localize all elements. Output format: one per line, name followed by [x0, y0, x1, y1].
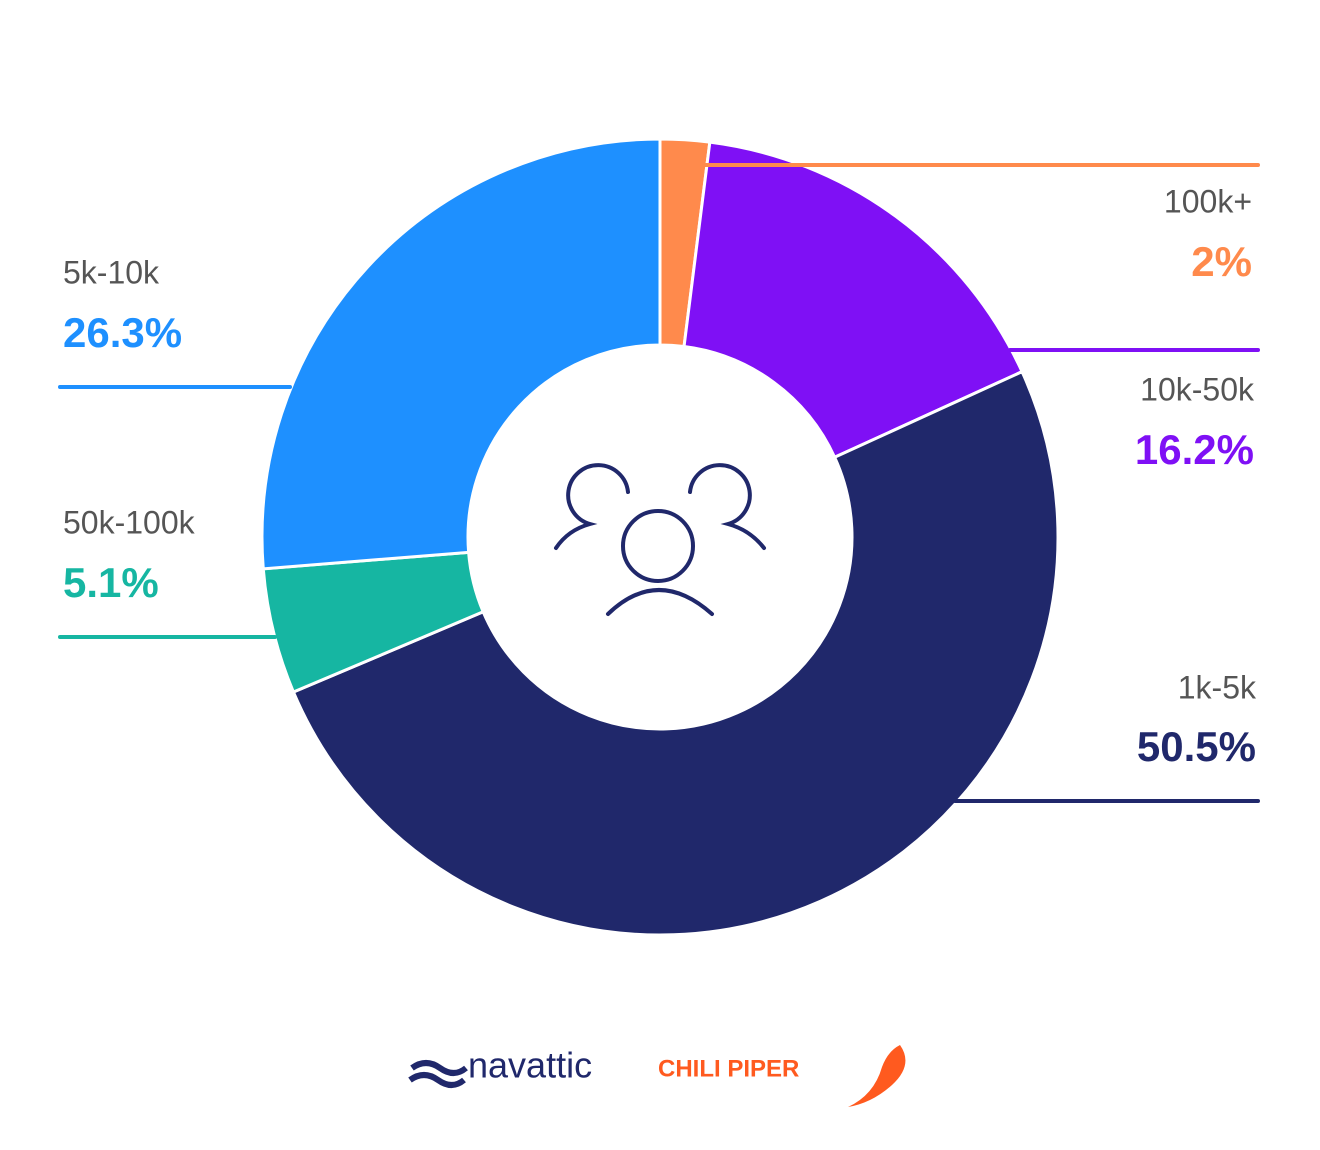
navattic-icon [408, 1060, 468, 1088]
value-label: 2% [1191, 238, 1252, 285]
value-label: 50.5% [1137, 723, 1256, 770]
value-label: 16.2% [1135, 426, 1254, 473]
navattic-logo: navattic [468, 1045, 592, 1086]
slice [291, 369, 1060, 937]
category-label: 10k-50k [1140, 371, 1255, 407]
people-icon [554, 463, 766, 616]
value-label: 26.3% [63, 309, 182, 356]
value-label: 5.1% [63, 559, 159, 606]
chili-piper-logo: CHILI PIPER [658, 1055, 799, 1082]
chili-icon [848, 1045, 906, 1107]
category-label: 1k-5k [1178, 669, 1257, 705]
slice [682, 140, 1025, 460]
logos: navattic CHILI PIPER [408, 1045, 906, 1107]
category-label: 50k-100k [63, 504, 196, 540]
slice [260, 137, 662, 571]
category-label: 5k-10k [63, 254, 160, 290]
category-label: 100k+ [1164, 183, 1252, 219]
donut [260, 137, 1060, 937]
